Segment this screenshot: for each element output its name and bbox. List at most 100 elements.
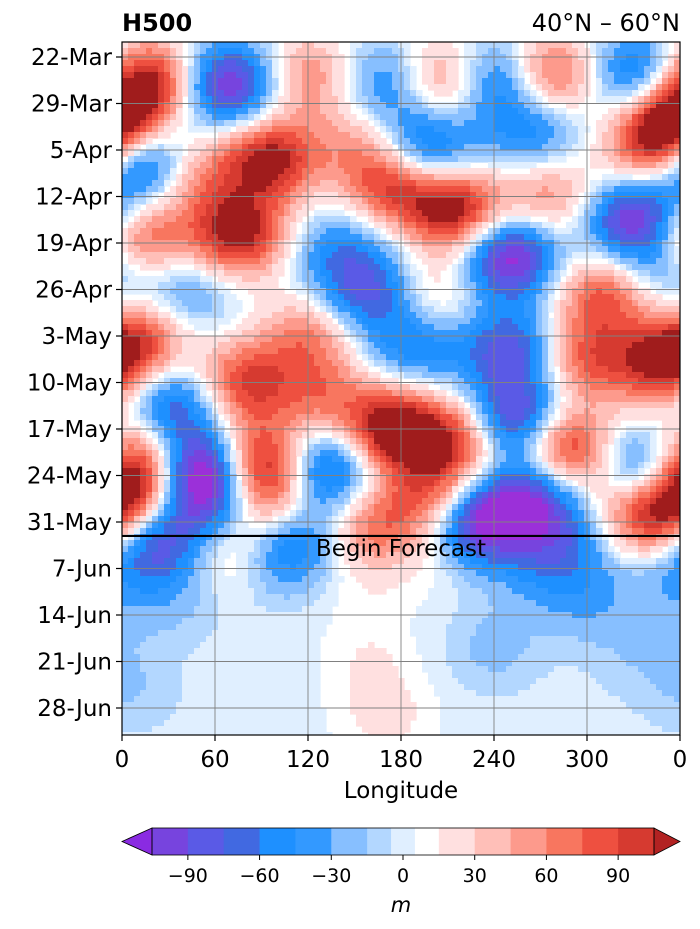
field-cell [146,120,153,127]
field-cell [152,186,159,193]
field-cell [482,210,489,217]
field-cell [350,120,357,127]
field-cell [200,66,207,73]
field-cell [572,114,579,121]
field-cell [536,192,543,199]
field-cell [362,60,369,67]
field-cell [266,288,273,295]
field-cell [608,264,615,271]
field-cell [374,306,381,313]
field-cell [308,168,315,175]
field-cell [596,42,603,49]
field-cell [614,150,621,157]
field-cell [338,264,345,271]
field-cell [632,216,639,223]
field-cell [440,144,447,151]
field-cell [578,300,585,307]
field-cell [332,132,339,139]
field-cell [488,96,495,103]
field-cell [224,108,231,115]
field-cell [146,168,153,175]
field-cell [650,324,657,331]
field-cell [230,84,237,91]
field-cell [284,144,291,151]
field-cell [404,60,411,67]
field-cell [356,90,363,97]
field-cell [230,186,237,193]
field-cell [428,132,435,139]
field-cell [662,228,669,235]
field-cell [278,270,285,277]
field-cell [482,156,489,163]
field-cell [662,216,669,223]
field-cell [530,312,537,319]
field-cell [188,60,195,67]
field-cell [386,162,393,169]
field-cell [662,66,669,73]
field-cell [494,372,501,379]
field-cell [410,270,417,277]
field-cell [326,192,333,199]
field-cell [368,192,375,199]
field-cell [674,78,680,85]
field-cell [260,330,267,337]
field-cell [422,138,429,145]
field-cell [650,318,657,325]
field-cell [344,156,351,163]
field-cell [296,252,303,259]
field-cell [236,186,243,193]
field-cell [326,282,333,289]
field-cell [368,216,375,223]
field-cell [188,300,195,307]
field-cell [284,42,291,49]
field-cell [158,108,165,115]
field-cell [620,156,627,163]
field-cell [308,198,315,205]
field-cell [386,228,393,235]
field-cell [518,108,525,115]
field-cell [350,216,357,223]
field-cell [356,270,363,277]
field-cell [362,288,369,295]
field-cell [176,204,183,211]
field-cell [530,66,537,73]
field-cell [278,288,285,295]
field-cell [632,210,639,217]
field-cell [548,72,555,79]
field-cell [170,372,177,379]
field-cell [284,336,291,343]
field-cell [422,228,429,235]
field-cell [602,150,609,157]
field-cell [650,84,657,91]
field-cell [440,264,447,271]
field-cell [494,156,501,163]
field-cell [650,126,657,133]
field-cell [314,60,321,67]
field-cell [662,144,669,151]
field-cell [242,366,249,373]
field-cell [266,258,273,265]
field-cell [218,384,225,391]
field-cell [638,126,645,133]
field-cell [626,186,633,193]
field-cell [614,330,621,337]
field-cell [638,102,645,109]
field-cell [164,300,171,307]
field-cell [560,282,567,289]
field-cell [500,366,507,373]
field-cell [338,312,345,319]
field-cell [320,348,327,355]
field-cell [428,300,435,307]
field-cell [296,354,303,361]
field-cell [662,282,669,289]
field-cell [476,42,483,49]
field-cell [242,222,249,229]
field-cell [620,78,627,85]
field-cell [242,84,249,91]
field-cell [236,162,243,169]
field-cell [458,210,465,217]
field-cell [506,348,513,355]
field-cell [362,384,369,391]
field-cell [416,174,423,181]
field-cell [596,192,603,199]
